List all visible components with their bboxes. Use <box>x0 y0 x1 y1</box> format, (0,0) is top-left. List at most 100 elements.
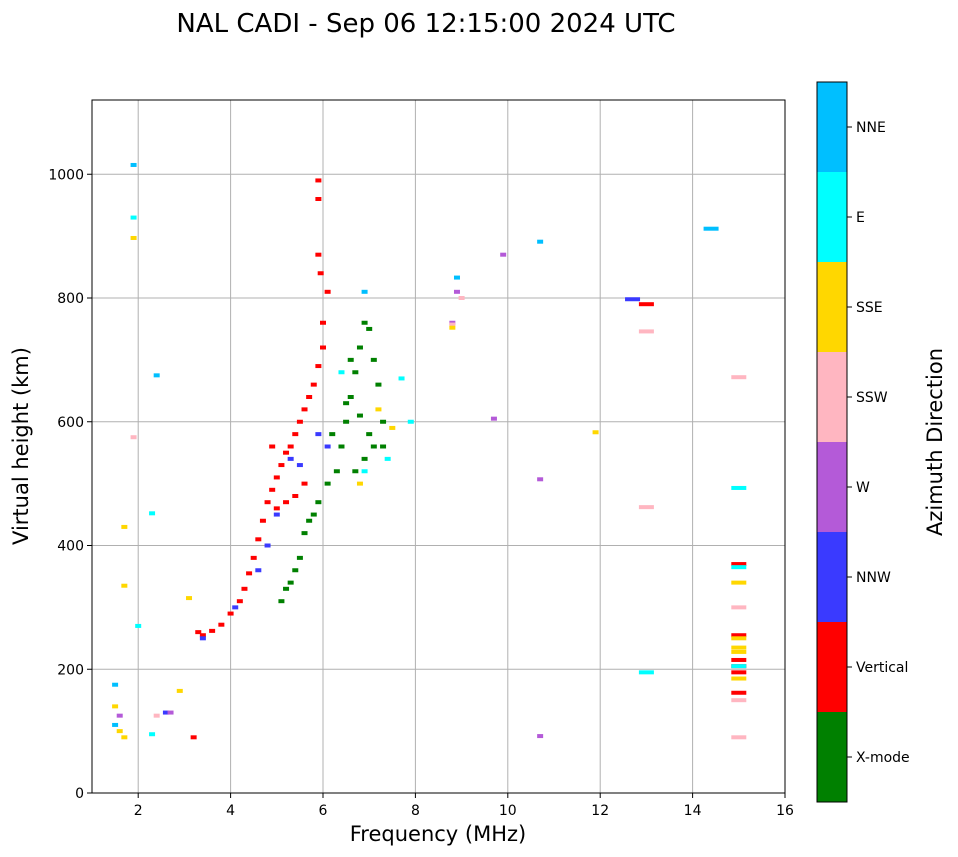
echo-point <box>227 611 234 616</box>
colorbar-tick-label: X-mode <box>856 750 910 766</box>
echo-point <box>315 252 322 257</box>
echo-point <box>195 630 202 635</box>
echo-point <box>380 419 387 424</box>
echo-point <box>537 239 544 244</box>
x-tick-label: 2 <box>134 803 143 819</box>
echo-point <box>638 505 654 510</box>
y-axis-ticks: 0 200 400 600 800 1000 <box>48 167 92 802</box>
echo-point <box>731 636 747 641</box>
echo-point <box>703 226 719 231</box>
echo-point <box>731 375 747 380</box>
echo-point <box>324 289 331 294</box>
colorbar-label: Azimuth Direction <box>923 348 947 536</box>
echo-point <box>301 407 308 412</box>
echo-point <box>361 469 368 474</box>
echo-point <box>149 511 156 516</box>
echo-point <box>273 512 280 517</box>
echo-point <box>343 419 350 424</box>
echo-point <box>500 252 507 257</box>
echo-point <box>343 401 350 406</box>
echo-point <box>347 357 354 362</box>
echo-point <box>167 710 174 715</box>
colorbar-segment <box>817 172 847 262</box>
y-tick-label: 0 <box>75 786 84 802</box>
echo-point <box>296 463 303 468</box>
echo-point <box>296 419 303 424</box>
echo-point <box>283 500 290 505</box>
series-e <box>130 215 747 737</box>
echo-point <box>292 568 299 573</box>
echo-point <box>638 329 654 334</box>
echo-point <box>236 599 243 604</box>
echo-point <box>731 562 747 567</box>
echo-point <box>731 690 747 695</box>
echo-point <box>301 531 308 536</box>
echo-point <box>731 565 747 570</box>
echo-point <box>338 370 345 375</box>
echo-point <box>537 477 544 482</box>
colorbar-tick-label: W <box>856 480 870 496</box>
echo-point <box>135 623 142 628</box>
echo-point <box>273 475 280 480</box>
plot-area: 2 4 6 8 10 12 14 16 0 200 400 600 800 1000 <box>48 99 794 819</box>
y-tick-label: 800 <box>57 291 84 307</box>
echo-point <box>731 670 747 675</box>
echo-point <box>638 670 654 675</box>
echo-point <box>731 735 747 740</box>
echo-point <box>306 518 313 523</box>
echo-point <box>278 599 285 604</box>
echo-point <box>287 444 294 449</box>
echo-point <box>283 586 290 591</box>
echo-point <box>407 419 414 424</box>
colorbar-segment <box>817 712 847 802</box>
chart-title: NAL CADI - Sep 06 12:15:00 2024 UTC <box>176 9 675 39</box>
echo-point <box>269 444 276 449</box>
echo-point <box>153 373 160 378</box>
data-marks <box>112 162 747 740</box>
colorbar-tick-label: E <box>856 210 865 226</box>
echo-point <box>317 271 324 276</box>
echo-point <box>731 645 747 650</box>
echo-point <box>352 370 359 375</box>
echo-point <box>370 444 377 449</box>
echo-point <box>592 430 599 435</box>
echo-point <box>255 537 262 542</box>
echo-point <box>731 605 747 610</box>
echo-point <box>731 580 747 585</box>
echo-point <box>121 583 128 588</box>
echo-point <box>130 435 137 440</box>
echo-point <box>130 235 137 240</box>
colorbar-tick-label: NNW <box>856 570 891 586</box>
echo-point <box>176 688 183 693</box>
series-ssw <box>130 296 747 740</box>
colorbar-tick-label: SSW <box>856 390 888 406</box>
echo-point <box>112 722 119 727</box>
echo-point <box>361 320 368 325</box>
echo-point <box>199 636 206 641</box>
echo-point <box>338 444 345 449</box>
echo-point <box>315 500 322 505</box>
echo-point <box>264 543 271 548</box>
echo-point <box>324 444 331 449</box>
echo-point <box>255 568 262 573</box>
echo-point <box>121 524 128 529</box>
colorbar-frame <box>816 81 848 803</box>
grid-lines <box>92 100 786 794</box>
colorbar-segment <box>817 352 847 442</box>
echo-point <box>320 320 326 325</box>
echo-point <box>121 735 128 740</box>
x-tick-label: 4 <box>226 803 235 819</box>
echo-point <box>356 481 363 486</box>
echo-point <box>315 364 322 369</box>
echo-point <box>315 432 322 437</box>
echo-point <box>315 197 322 201</box>
echo-point <box>149 732 156 737</box>
colorbar-tick-label: Vertical <box>856 660 908 676</box>
x-tick-label: 12 <box>591 803 609 819</box>
colorbar-segment <box>817 262 847 352</box>
series-x-mode <box>278 320 387 604</box>
echo-point <box>453 289 460 294</box>
echo-point <box>398 376 405 381</box>
colorbar: X-mode Vertical NNW W SSW SSE E NNE <box>816 81 910 803</box>
echo-point <box>333 469 340 474</box>
